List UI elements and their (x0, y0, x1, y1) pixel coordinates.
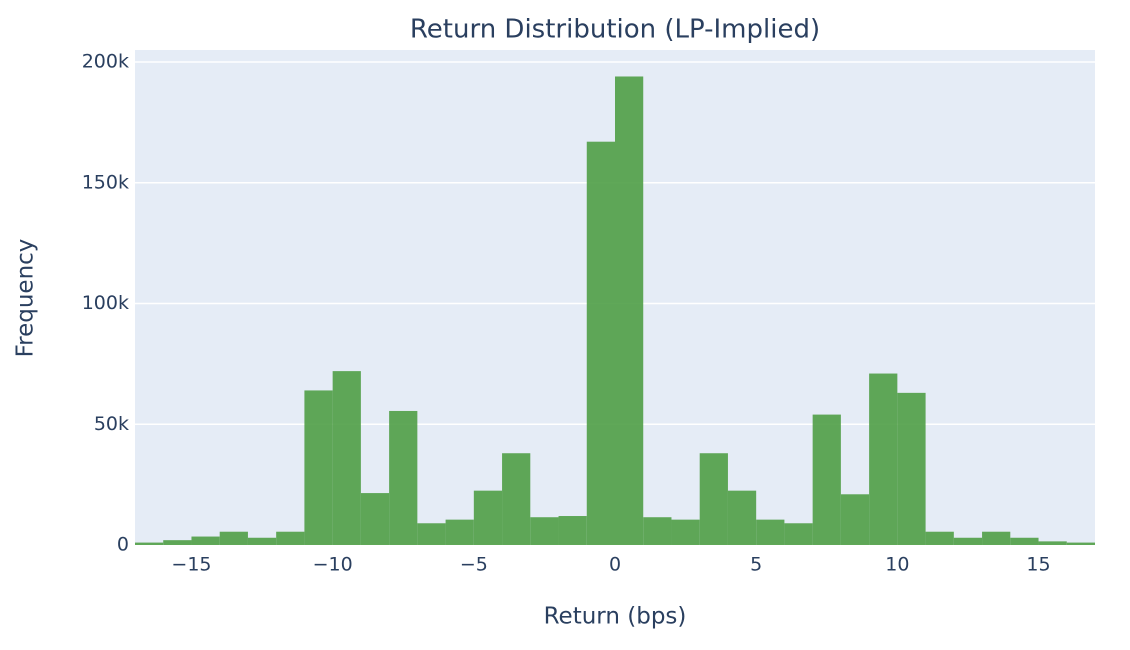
y-tick-label: 0 (117, 534, 129, 556)
bar (869, 373, 898, 545)
bar (473, 490, 503, 545)
bar (530, 517, 559, 545)
bar (1010, 537, 1039, 545)
bar (586, 141, 615, 545)
bar (276, 531, 305, 545)
y-tick-label: 200k (82, 51, 129, 73)
bar (191, 536, 220, 545)
bar (840, 494, 870, 545)
bar (247, 537, 277, 545)
bar (756, 519, 785, 545)
bar (953, 537, 983, 545)
x-tick-label: −5 (460, 554, 488, 576)
x-axis-label: Return (bps) (544, 604, 687, 630)
y-tick-label: 100k (82, 292, 129, 314)
bar (615, 76, 644, 546)
x-tick-label: −15 (171, 554, 211, 576)
chart-title: Return Distribution (LP-Implied) (410, 15, 820, 45)
bar (219, 531, 248, 545)
bar (360, 493, 390, 545)
bar (982, 531, 1011, 545)
bar (332, 371, 361, 545)
bar (699, 453, 728, 545)
y-tick-label: 50k (94, 413, 129, 435)
bar (304, 390, 333, 545)
y-axis-label: Frequency (13, 239, 39, 358)
x-tick-label: 15 (1026, 554, 1050, 576)
bar (812, 414, 841, 545)
bar (897, 392, 926, 545)
bar (163, 540, 192, 545)
bar (135, 542, 164, 545)
bar (445, 519, 474, 545)
bar (558, 516, 587, 545)
x-tick-label: 10 (885, 554, 909, 576)
bar (389, 410, 418, 545)
bar (727, 490, 757, 545)
bar (671, 519, 700, 545)
bar (502, 453, 531, 545)
bar (417, 523, 446, 545)
bar (784, 523, 813, 545)
bar (643, 517, 672, 545)
x-tick-label: 5 (750, 554, 762, 576)
bar (925, 531, 954, 545)
x-tick-label: 0 (609, 554, 621, 576)
bar (1038, 541, 1067, 545)
bar (1066, 542, 1095, 545)
y-tick-label: 150k (82, 171, 129, 193)
x-tick-label: −10 (313, 554, 353, 576)
